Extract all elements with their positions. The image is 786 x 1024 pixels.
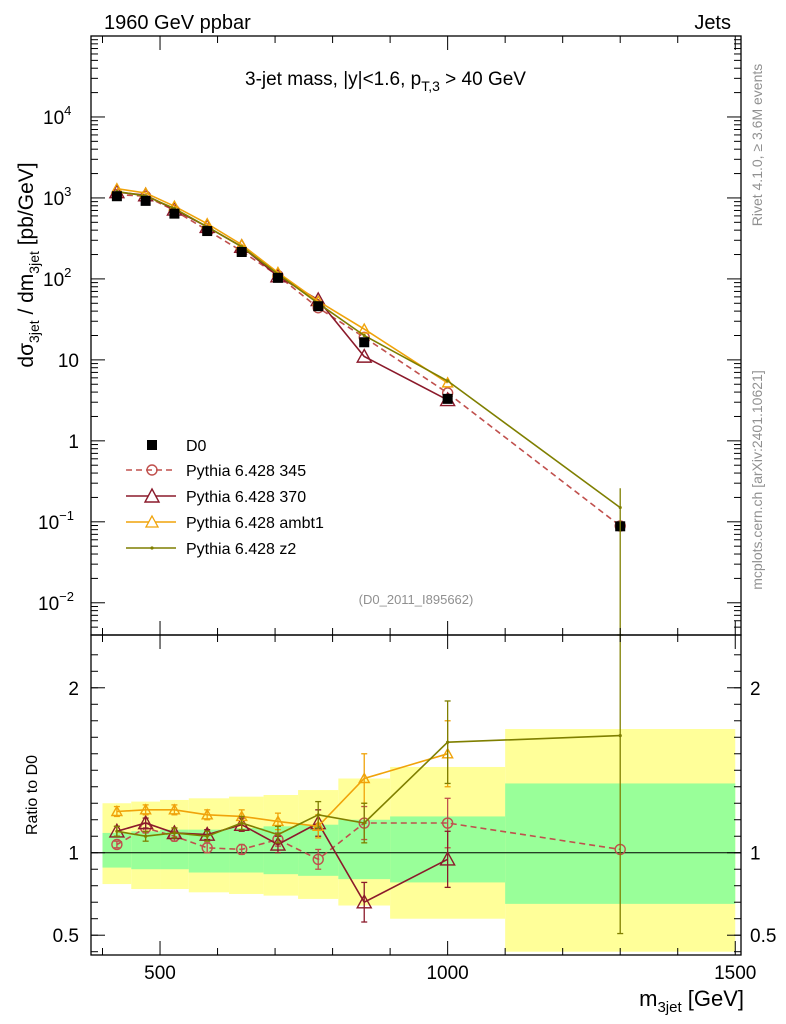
d0-point-0: [111, 191, 122, 202]
legend-label-345: Pythia 6.428 345: [186, 463, 306, 480]
ratio-2-point-7: [358, 772, 371, 784]
ratio-3-point-0: [115, 829, 119, 833]
ratio-0-point-0: [111, 838, 123, 851]
ratio-2-point-3: [201, 808, 214, 820]
legend-marker-z2: [150, 546, 154, 550]
ratio-line-0: [116, 822, 621, 861]
main-y-axis-label: dσ3jet / dm3jet [pb/GeV]: [15, 162, 42, 367]
ratio-1-point-5: [269, 836, 287, 851]
band-green-3: [188, 829, 230, 873]
ratio-line-3: [116, 734, 621, 838]
ratio-ytick-label-right-2: 2: [750, 679, 761, 700]
d0-point-6: [313, 301, 324, 312]
d0-point-7: [359, 337, 370, 348]
series-line-1: [116, 191, 448, 401]
ratio-3-point-1: [144, 834, 148, 838]
ratio-2-point-5: [271, 814, 285, 827]
ratio-2-point-2: [168, 803, 181, 815]
legend-label-z2: Pythia 6.428 z2: [186, 541, 296, 558]
side-label-top: Rivet 4.1.0, ≥ 3.6M events: [749, 64, 765, 227]
x-tick-label-2: 1500: [714, 963, 756, 984]
main-ytick-label-1: 10−1: [38, 508, 74, 534]
main-panel: [108, 182, 626, 635]
main-ytick-label-6: 104: [43, 103, 71, 129]
ratio-ytick-label-right-0: 0.5: [750, 926, 776, 947]
ratio-panel: [91, 634, 741, 935]
series-line-2: [116, 187, 449, 384]
d0-point-5: [272, 272, 283, 283]
ratio-1-point-2: [166, 824, 183, 840]
main-ytick-label-0: 10−2: [38, 589, 74, 615]
ratio-3-point-5: [276, 832, 280, 837]
ratio-2-point-6: [312, 819, 325, 832]
legend-marker-ambt1: [144, 514, 160, 528]
series-line-0: [116, 193, 621, 527]
header-left: 1960 GeV ppbar: [104, 12, 251, 34]
legend-label-d0: D0: [186, 438, 207, 455]
main-ytick-label-3: 10: [58, 351, 79, 372]
ratio-ytick-label-left-0: 0.5: [53, 926, 79, 947]
ratio-ytick-label-left-2: 2: [68, 679, 79, 700]
legend-marker-370: [143, 487, 161, 503]
series-3-point-8: [446, 379, 450, 383]
ratio-0-point-8: [441, 817, 454, 829]
analysis-id: (D0_2011_I895662): [359, 592, 474, 607]
d0-point-1: [140, 195, 151, 206]
legend-entry-370: Pythia 6.428 370: [126, 487, 306, 506]
series-line-3: [116, 190, 621, 509]
ratio-ytick-label-left-1: 1: [68, 844, 79, 865]
ratio-1-point-8: [439, 850, 456, 866]
ratio-3-point-2: [172, 831, 177, 835]
series-3-point-7: [362, 333, 366, 338]
legend-entry-345: Pythia 6.428 345: [126, 463, 306, 480]
legend-marker-d0: [147, 440, 157, 450]
ratio-0-point-4: [236, 843, 248, 856]
ratio-frame: [90, 634, 742, 956]
ratio-0-point-3: [201, 842, 213, 854]
main-ytick-label-4: 102: [43, 265, 71, 291]
legend-entry-z2: Pythia 6.428 z2: [126, 541, 296, 558]
ratio-1-point-0: [108, 822, 126, 838]
series-1-point-7: [356, 348, 373, 363]
ratio-3-point-8: [446, 740, 450, 744]
header-right: Jets: [694, 12, 731, 34]
main-ytick-label-2: 1: [68, 432, 79, 453]
ratio-3-point-4: [240, 821, 244, 825]
legend: D0 Pythia 6.428 345 Pythia 6.428 370 Pyt…: [126, 438, 324, 558]
legend-entry-d0: D0: [147, 438, 207, 455]
axes: 500 1000 1500 10−2 10−1 1 10 102 103 104 0.5 0.5 1 1 2…: [38, 35, 776, 984]
ratio-3-point-6: [316, 813, 320, 817]
ratio-2-point-1: [139, 803, 152, 815]
d0-point-4: [236, 246, 247, 257]
side-label-bottom: mcplots.cern.ch [arXiv:2401.10621]: [749, 370, 765, 589]
series-2-point-7: [358, 322, 371, 334]
x-axis-label: m3jet [GeV]: [639, 986, 744, 1016]
ratio-1-point-1: [137, 814, 154, 830]
ratio-3-point-7: [362, 821, 366, 825]
ratio-y-axis-label: Ratio to D0: [24, 755, 41, 835]
legend-entry-ambt1: Pythia 6.428 ambt1: [126, 514, 324, 532]
x-tick-label-0: 500: [144, 963, 176, 984]
x-tick-label-1: 1000: [426, 963, 468, 984]
legend-label-ambt1: Pythia 6.428 ambt1: [186, 515, 324, 532]
d0-point-3: [202, 226, 213, 237]
plot-title: 3-jet mass, |y|<1.6, pT,3 > 40 GeV: [245, 69, 526, 94]
main-ytick-label-5: 103: [43, 184, 71, 210]
d0-point-8: [442, 393, 453, 404]
ratio-1-point-7: [356, 893, 373, 909]
ratio-ytick-label-right-1: 1: [750, 844, 761, 865]
ratio-3-point-9: [618, 734, 622, 738]
legend-marker-345: [146, 464, 158, 476]
ratio-3-point-3: [205, 834, 209, 838]
legend-label-370: Pythia 6.428 370: [186, 489, 306, 506]
ratio-2-point-0: [110, 805, 124, 817]
d0-point-2: [169, 208, 180, 219]
ratio-0-point-6: [312, 853, 324, 866]
